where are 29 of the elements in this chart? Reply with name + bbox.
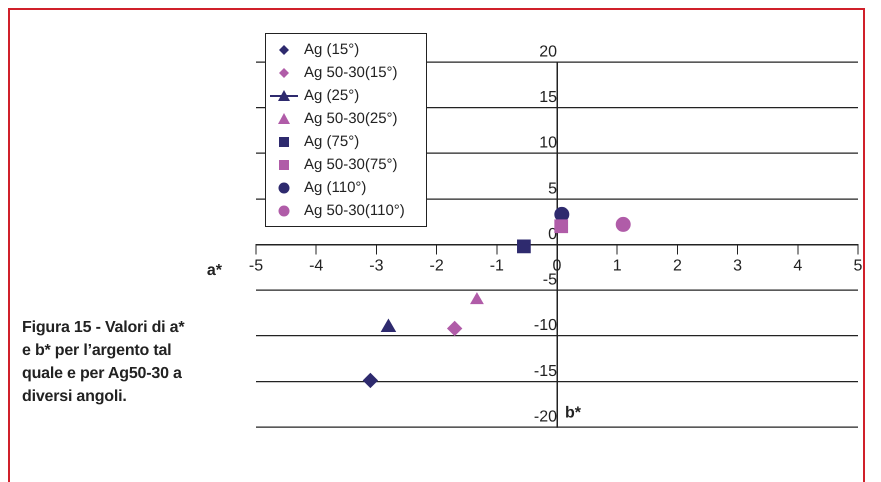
y-tick-label: -15 [534, 362, 558, 380]
x-tick-label: -3 [369, 258, 384, 275]
legend-label: Ag 50-30(15°) [304, 64, 398, 81]
legend-label: Ag (110°) [304, 179, 366, 196]
legend-label: Ag (15°) [304, 41, 360, 58]
x-tick-label: 4 [793, 258, 802, 275]
x-tick-label: -1 [490, 258, 504, 275]
y-tick-label: -5 [542, 272, 558, 289]
x-tick-label: 3 [733, 258, 742, 275]
legend-label: Ag 50-30(75°) [304, 156, 398, 173]
y-tick-label: -10 [534, 317, 558, 334]
x-tick-label: 5 [854, 258, 863, 275]
legend-label: Ag 50-30(25°) [304, 110, 398, 127]
legend-label: Ag (25°) [304, 87, 360, 104]
x-axis-title: a* [206, 262, 223, 279]
y-tick-label: 20 [539, 43, 558, 60]
x-tick-label: 2 [672, 258, 682, 275]
x-tick-label: -4 [309, 258, 324, 275]
x-tick-label: -2 [429, 258, 444, 275]
text: Figura 15 - Valori di a* e b* per l’argento tal quale e per Ag50-30 a diversi angoli. [22, 318, 186, 407]
y-axis-title: b* [565, 404, 582, 422]
legend-label: Ag (75°) [304, 133, 360, 150]
y-tick-label: 10 [539, 134, 558, 152]
x-tick-label: -5 [248, 258, 264, 275]
y-tick-label: 5 [548, 180, 558, 198]
y-tick-label: 15 [539, 89, 558, 106]
legend-label: Ag 50-30(110°) [304, 202, 405, 219]
y-tick-label: -20 [534, 408, 558, 426]
x-tick-label: 1 [612, 258, 622, 275]
